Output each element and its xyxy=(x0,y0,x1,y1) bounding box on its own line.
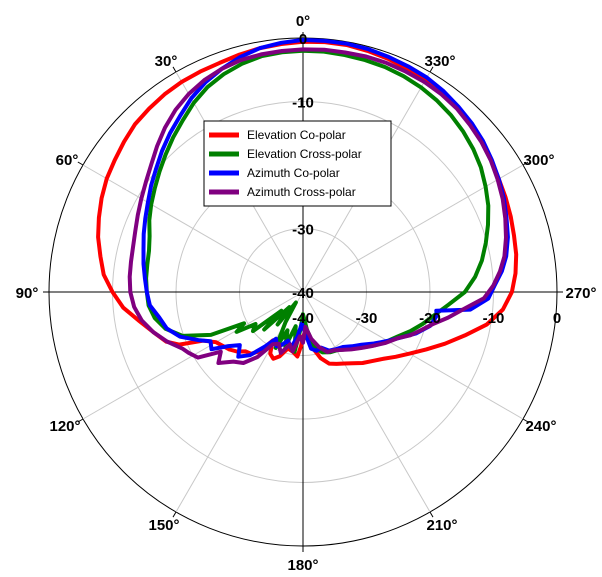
angle-tick-mark xyxy=(429,511,434,518)
angle-tick-mark xyxy=(172,66,177,73)
polar-grid xyxy=(43,32,563,552)
spoke-line xyxy=(82,164,304,293)
axis-labels-group: 0° 30° 60° 90° 120° 150° 180° 210° 240° 270° 300° 3… xyxy=(16,13,597,574)
angle-label: 270° xyxy=(565,285,596,302)
radial-tick-label: -10 xyxy=(292,95,314,112)
angle-label: 150° xyxy=(148,517,179,534)
radial-axis-label-lower: -40 xyxy=(292,310,314,327)
angle-tick-mark xyxy=(77,161,84,166)
radial-tick-label: -30 xyxy=(292,222,314,239)
angle-label: 300° xyxy=(523,152,554,169)
angle-label: 60° xyxy=(56,152,79,169)
radial-tick-label: -40 xyxy=(292,285,314,302)
radial-axis-label-lower: 0 xyxy=(553,310,561,327)
data-series-group xyxy=(96,37,519,366)
series-line-elevation-cross-polar xyxy=(144,48,491,355)
radial-tick-label: 0 xyxy=(299,31,307,48)
angle-label: 90° xyxy=(16,285,39,302)
legend-item-label: Elevation Co-polar xyxy=(247,128,346,142)
angle-label: 180° xyxy=(287,557,318,574)
legend-item-label: Azimuth Cross-polar xyxy=(247,185,356,199)
angle-label: 240° xyxy=(525,418,556,435)
spoke-line xyxy=(302,291,431,513)
radial-axis-label-lower: -10 xyxy=(483,310,505,327)
angle-tick-mark xyxy=(429,66,434,73)
angle-tick-mark xyxy=(77,418,84,423)
radial-axis-label-lower: -30 xyxy=(356,310,378,327)
series-line-azimuth-cross-polar xyxy=(127,47,508,365)
angle-label: 0° xyxy=(296,13,310,30)
angle-label: 120° xyxy=(50,418,81,435)
legend-item-label: Azimuth Co-polar xyxy=(247,166,340,180)
angle-label: 330° xyxy=(424,53,455,70)
angle-label: 210° xyxy=(426,517,457,534)
radial-axis-label-lower: -20 xyxy=(419,310,441,327)
legend-item-label: Elevation Cross-polar xyxy=(247,147,362,161)
spoke-line xyxy=(302,291,524,420)
legend: Elevation Co-polar Elevation Cross-polar A… xyxy=(203,120,392,207)
angle-tick-mark xyxy=(522,161,529,166)
angle-tick-mark xyxy=(172,511,177,518)
angle-label: 30° xyxy=(155,53,178,70)
angle-tick-mark xyxy=(522,418,529,423)
